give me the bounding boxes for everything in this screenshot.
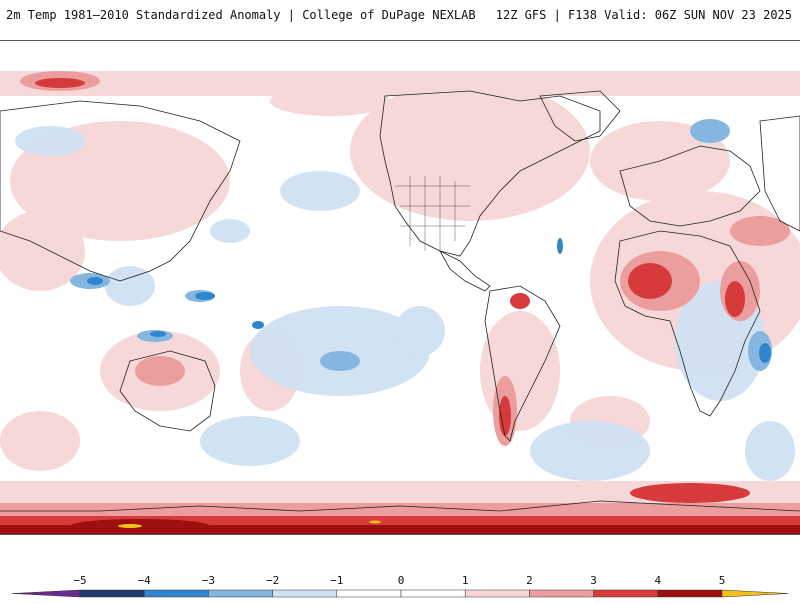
colorbar-tick-label: −2 xyxy=(266,574,279,587)
colorbar-tick-label: 3 xyxy=(590,574,597,587)
colorbar-segment xyxy=(657,589,723,598)
colorbar-segment xyxy=(593,589,659,598)
colorbar-tick-label: 1 xyxy=(462,574,469,587)
header: 2m Temp 1981–2010 Standardized Anomaly |… xyxy=(0,0,800,30)
us-state-borders xyxy=(395,176,470,251)
colorbar-min-extend xyxy=(11,589,81,598)
colorbar-segment xyxy=(464,589,530,598)
colorbar-tick-label: 4 xyxy=(654,574,661,587)
colorbar-tick-label: −4 xyxy=(138,574,152,587)
colorbar-segment xyxy=(143,589,209,598)
colorbar-tick-label: −3 xyxy=(202,574,215,587)
colorbar-svg: −5 −4 −3 −2 −1 0 1 2 3 4 5 xyxy=(11,574,789,598)
colorbar-segment xyxy=(208,589,273,598)
anomaly-map xyxy=(0,40,800,535)
anomaly-plus5-layer xyxy=(118,520,381,528)
colorbar-tick-label: 0 xyxy=(398,574,405,587)
model-run-info: 12Z GFS | F138 Valid: 06Z SUN NOV 23 202… xyxy=(495,8,792,22)
colorbar-segment xyxy=(79,589,145,598)
colorbar-segment xyxy=(400,589,466,598)
colorbar: −5 −4 −3 −2 −1 0 1 2 3 4 5 xyxy=(0,560,800,600)
map-title: 2m Temp 1981–2010 Standardized Anomaly |… xyxy=(6,8,476,22)
colorbar-tick-label: 2 xyxy=(526,574,533,587)
colorbar-tick-label: 5 xyxy=(719,574,726,587)
colorbar-tick-label: −5 xyxy=(73,574,86,587)
colorbar-segment xyxy=(272,589,338,598)
colorbar-max-extend xyxy=(721,589,789,598)
anomaly-minus3-layer xyxy=(87,238,771,363)
colorbar-segment xyxy=(529,589,594,598)
coastlines xyxy=(0,90,800,512)
map-svg xyxy=(0,41,800,534)
colorbar-tick-label: −1 xyxy=(330,574,343,587)
colorbar-segment xyxy=(336,589,402,598)
